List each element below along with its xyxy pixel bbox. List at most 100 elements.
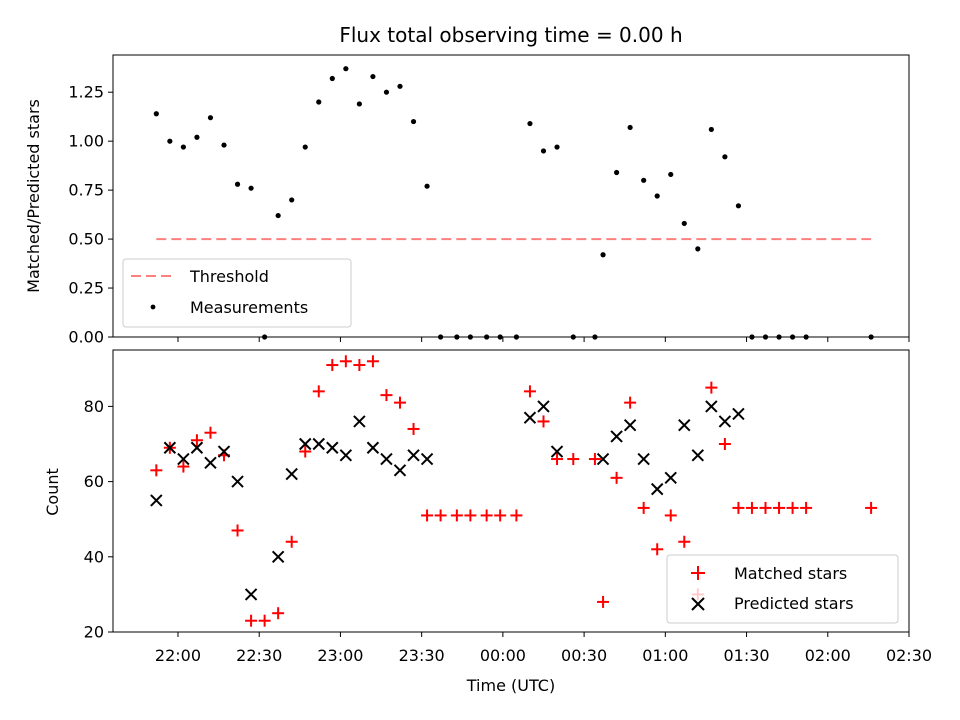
matched-star-marker <box>745 501 758 514</box>
matched-star-marker <box>190 434 203 447</box>
top-plot-frame <box>112 54 910 338</box>
matched-star-marker <box>800 501 813 514</box>
matched-star-marker <box>150 464 163 477</box>
measurement-point <box>383 89 390 95</box>
matched-star-marker <box>537 415 550 428</box>
matched-star-marker <box>718 438 731 450</box>
measurement-point <box>356 101 362 107</box>
predicted-star-marker <box>596 452 610 466</box>
predicted-star-marker <box>380 452 393 466</box>
matched-star-marker <box>177 460 190 473</box>
matched-star-marker <box>353 359 366 372</box>
predicted-marker-b <box>523 411 537 424</box>
matched-star-marker <box>450 509 463 522</box>
bottom-panel: 20 40 60 80 22:00 22:30 23:00 23:30 00:00 00:30 01… <box>43 349 932 695</box>
bottom-y-axis-label: Count <box>43 468 62 516</box>
matched-star-marker <box>272 607 285 620</box>
predicted-star-marker <box>537 400 550 413</box>
predicted-star-marker <box>623 418 637 432</box>
x-tick-label: 01:30 <box>723 646 769 665</box>
predicted-star-marker <box>299 437 312 451</box>
x-tick-label: 22:30 <box>236 646 282 665</box>
predicted-star-marker <box>326 441 339 454</box>
measurement-point <box>180 144 186 150</box>
predicted-marker-b <box>150 494 163 507</box>
top-y-axis-label: Matched/Predicted stars <box>24 99 43 293</box>
measurement-point <box>654 193 660 199</box>
predicted-marker-b <box>420 452 434 466</box>
predicted-marker-b <box>366 441 380 454</box>
predicted-marker-b <box>623 418 637 432</box>
matched-star-marker <box>759 501 772 514</box>
predicted-marker-b <box>217 445 231 458</box>
predicted-marker-b <box>190 441 204 454</box>
matched-star-marker <box>464 509 477 522</box>
x-tick-label: 00:30 <box>561 646 607 665</box>
predicted-marker-b <box>705 400 718 413</box>
predicted-marker-b <box>204 456 217 470</box>
predicted-star-marker <box>204 456 217 470</box>
measurement-point <box>343 66 349 72</box>
matched-star-marker <box>421 509 434 522</box>
predicted-star-marker <box>339 449 353 462</box>
matched-star-marker <box>494 509 507 522</box>
x-tick-label: 22:00 <box>155 646 201 665</box>
predicted-marker-b <box>271 550 285 564</box>
matched-star-marker <box>380 389 393 402</box>
legend-matched-swatch <box>691 566 705 580</box>
bottom-y-tick-label: 20 <box>84 623 104 642</box>
predicted-star-marker <box>550 445 564 458</box>
measurement-point <box>167 138 173 144</box>
predicted-marker-b <box>244 588 258 601</box>
predicted-star-marker <box>610 430 623 443</box>
x-tick-label: 23:00 <box>317 646 363 665</box>
matched-star-marker <box>510 509 523 522</box>
matched-star-marker <box>732 501 745 514</box>
matched-star-marker <box>204 426 217 439</box>
measurement-point <box>600 252 606 258</box>
matched-star-marker <box>551 453 564 466</box>
matched-star-marker <box>567 453 580 466</box>
measurement-point <box>627 124 633 131</box>
matched-star-marker <box>231 524 244 537</box>
matched-star-marker <box>434 509 447 522</box>
bottom-y-tick-label: 40 <box>84 547 104 566</box>
bottom-y-tick-label: 80 <box>84 397 104 416</box>
x-tick-label: 02:30 <box>886 646 932 665</box>
x-tick-label: 01:00 <box>642 646 688 665</box>
top-y-tick-label: 1.00 <box>68 132 104 151</box>
top-y-tick-label: 0.50 <box>68 230 104 249</box>
predicted-marker-b <box>353 415 366 428</box>
predicted-marker-b <box>596 452 610 466</box>
predicted-star-marker <box>312 437 325 451</box>
measurement-point <box>613 169 620 176</box>
measurement-point <box>735 203 742 209</box>
matched-star-marker <box>407 422 420 435</box>
matched-star-marker <box>285 535 298 548</box>
predicted-marker-b <box>339 449 353 462</box>
matched-star-marker <box>865 501 878 514</box>
matched-star-marker <box>393 396 406 409</box>
top-legend: Threshold Measurements <box>122 258 352 328</box>
predicted-marker-b <box>550 445 564 458</box>
matched-star-marker <box>366 355 379 368</box>
predicted-marker-b <box>231 475 244 488</box>
matched-star-marker <box>637 501 650 514</box>
predicted-marker-b <box>177 452 190 466</box>
measurement-point <box>302 144 308 150</box>
measurement-point <box>316 99 322 105</box>
top-legend-box <box>122 258 352 328</box>
predicted-star-marker <box>732 407 745 421</box>
matched-star-marker <box>678 535 691 548</box>
measurement-point <box>641 177 647 183</box>
matched-star-marker <box>480 509 493 522</box>
predicted-star-marker <box>650 482 664 496</box>
matched-star-marker <box>339 355 352 368</box>
measurement-point <box>681 220 687 227</box>
top-title: Flux total observing time = 0.00 h <box>339 23 682 47</box>
predicted-star-marker <box>705 400 718 413</box>
measurement-point <box>410 118 417 125</box>
predicted-star-marker <box>190 441 204 454</box>
top-y-tick-label: 0.25 <box>68 279 104 298</box>
predicted-marker-b <box>393 464 407 477</box>
